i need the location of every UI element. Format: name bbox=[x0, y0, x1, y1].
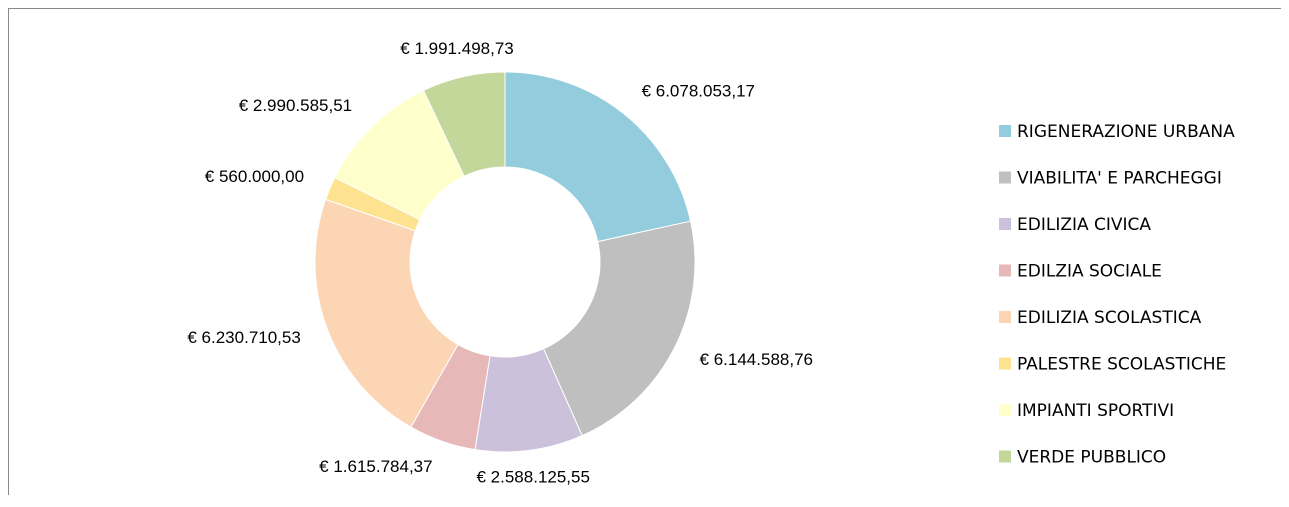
value-label: € 1.615.784,37 bbox=[319, 457, 432, 476]
value-label: € 6.230.710,53 bbox=[187, 328, 300, 347]
value-label: € 6.078.053,17 bbox=[642, 82, 755, 101]
legend-swatch bbox=[999, 357, 1011, 370]
legend-swatch bbox=[999, 218, 1011, 230]
legend-swatch bbox=[999, 311, 1011, 323]
slice bbox=[422, 71, 506, 177]
legend-label: VERDE PUBBLICO bbox=[1017, 448, 1166, 468]
legend-swatch bbox=[999, 171, 1011, 184]
legend-label: EDILZIA SOCIALE bbox=[1017, 262, 1162, 282]
legend-label: EDILIZIA CIVICA bbox=[1017, 215, 1151, 235]
legend-swatch bbox=[999, 404, 1011, 416]
frame bbox=[8, 8, 1281, 495]
value-label: € 2.588.125,55 bbox=[477, 468, 590, 487]
legend-swatch bbox=[999, 264, 1011, 277]
legend-label: RIGENERAZIONE URBANA bbox=[1017, 122, 1235, 142]
legend-label: VIABILITA' E PARCHEGGI bbox=[1017, 169, 1222, 189]
value-label: € 560.000,00 bbox=[205, 167, 304, 186]
legend-label: IMPIANTI SPORTIVI bbox=[1017, 401, 1174, 421]
legend-swatch bbox=[999, 125, 1011, 137]
value-label: € 2.990.585,51 bbox=[239, 96, 352, 115]
value-label: € 1.991.498,73 bbox=[400, 39, 513, 58]
slice bbox=[314, 198, 459, 428]
slice bbox=[504, 71, 692, 243]
value-label: € 6.144.588,76 bbox=[700, 350, 813, 369]
legend-label: EDILIZIA SCOLASTICA bbox=[1017, 308, 1202, 328]
legend-swatch bbox=[999, 450, 1011, 463]
legend-label: PALESTRE SCOLASTICHE bbox=[1017, 355, 1226, 375]
slice bbox=[542, 220, 696, 437]
